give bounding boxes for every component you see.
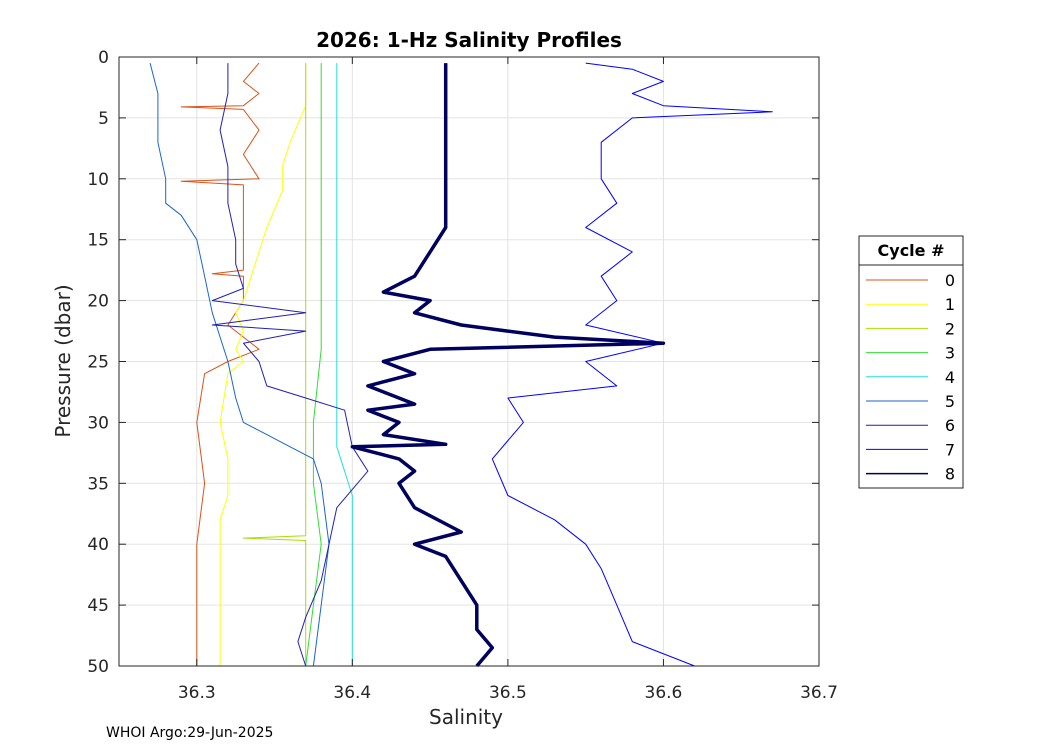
series-line-1 [219, 63, 307, 666]
y-tick-label: 5 [98, 109, 109, 129]
legend-label-4: 4 [945, 368, 955, 387]
legend-box [858, 235, 964, 489]
x-tick-label: 36.6 [645, 683, 683, 703]
y-tick-label: 35 [87, 474, 109, 494]
y-tick-label: 15 [87, 231, 109, 251]
legend: Cycle # 0 1 2 3 4 5 6 7 8 [858, 235, 964, 489]
series-line-5 [149, 62, 330, 667]
x-tick-label: 36.4 [333, 683, 371, 703]
x-axis-label: Salinity [429, 705, 503, 729]
y-tick-label: 40 [87, 535, 109, 555]
legend-label-7: 7 [945, 440, 955, 459]
y-tick-label: 25 [87, 353, 109, 373]
legend-label-1: 1 [945, 295, 955, 314]
legend-label-2: 2 [945, 319, 955, 338]
series-line-0 [180, 62, 260, 666]
y-tick-label: 0 [98, 48, 109, 68]
series-line-8 [350, 63, 666, 668]
x-tick-label: 36.5 [489, 683, 527, 703]
y-tick-label: 30 [87, 413, 109, 433]
legend-items: 0 1 2 3 4 5 6 7 8 [866, 271, 955, 484]
y-tick-label: 10 [87, 170, 109, 190]
x-tick-label: 36.7 [800, 683, 838, 703]
legend-title: Cycle # [878, 241, 945, 260]
y-axis-label: Pressure (dbar) [51, 284, 75, 437]
series-line-3 [305, 63, 322, 667]
series-group [149, 62, 773, 668]
chart-title: 2026: 1-Hz Salinity Profiles [316, 28, 622, 52]
legend-label-0: 0 [945, 271, 955, 290]
y-tick-label: 20 [87, 292, 109, 312]
series-line-7 [491, 62, 773, 667]
y-tick-label: 45 [87, 596, 109, 616]
x-tick-label: 36.3 [178, 683, 216, 703]
series-line-6 [211, 63, 369, 667]
legend-label-5: 5 [945, 392, 955, 411]
legend-label-3: 3 [945, 344, 955, 363]
y-tick-label: 50 [87, 657, 109, 677]
footer-note: WHOI Argo:29-Jun-2025 [106, 725, 274, 741]
legend-label-8: 8 [945, 465, 955, 484]
legend-label-6: 6 [945, 416, 955, 435]
series-line-2 [242, 63, 307, 666]
tick-group: 36.3 36.4 36.5 36.6 36.7 0 5 10 15 20 25 30 35 40 45 50 [87, 48, 838, 703]
series-line-4 [336, 63, 353, 666]
